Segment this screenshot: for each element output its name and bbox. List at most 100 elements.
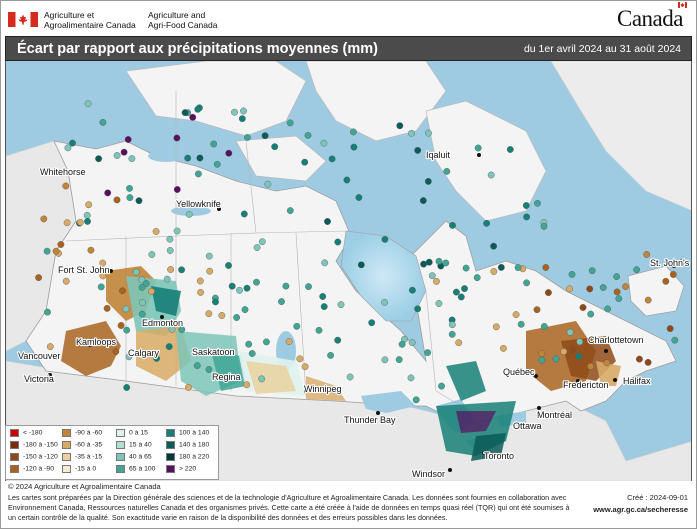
station-dot [286,207,294,215]
station-dot [483,219,490,227]
station-dot [113,196,121,204]
map-area: Iqaluit Whitehorse Yellowknife St. John'… [5,61,692,481]
station-dot [181,109,189,116]
station-dot [138,283,146,291]
station-dot [424,349,431,356]
station-dot [138,310,146,318]
legend-item: -60 à -35 [62,441,102,451]
station-dot [57,241,65,248]
city-edmonton: Edmonton [142,318,183,328]
city-yellowknife: Yellowknife [176,199,221,209]
website-link[interactable]: www.agr.gc.ca/secheresse [593,505,688,514]
station-dot [123,326,131,334]
city-marker-quebec [534,374,538,378]
station-dot [506,146,514,153]
station-dot [327,351,334,359]
legend-swatch [10,465,19,473]
station-dot [343,176,351,184]
station-dot [542,264,550,271]
legend-swatch [62,465,71,473]
station-dot [285,338,293,345]
station-dot [238,115,246,123]
station-dot [492,323,500,331]
station-dot [126,185,133,192]
city-marker-victoria [48,373,52,377]
station-dot [587,362,594,370]
station-dot [435,300,443,307]
station-dot [173,134,181,142]
station-dot [435,257,443,265]
station-dot [46,343,54,350]
station-dot [517,320,525,328]
legend-item: 100 à 140 [166,429,209,439]
station-dot [103,304,111,312]
legend-item: < -180 [10,429,42,439]
station-dot [138,276,146,284]
station-dot [301,363,309,371]
station-dot [533,306,541,314]
station-dot [523,213,530,221]
station-dot [85,201,93,209]
canada-wordmark: Canada [617,6,683,31]
legend-label: -35 à -15 [75,453,103,461]
station-dot [233,314,241,321]
station-dot [301,158,309,166]
station-dot [35,274,42,282]
station-dot [282,282,290,290]
legend-label: > 220 [179,465,197,473]
city-ottawa: Ottawa [513,421,542,431]
station-dot [83,211,91,219]
station-dot [452,288,460,296]
org-name-en: Agriculture and Agri-Food Canada [148,10,217,30]
city-iqaluit: Iqaluit [426,150,451,160]
legend-item: 40 à 65 [116,453,152,463]
city-charlottetown: Charlottetown [588,335,644,345]
title-bar: Écart par rapport aux précipitations moy… [5,36,692,61]
station-dot [148,287,155,295]
station-dot [236,286,243,294]
station-dot [599,284,607,291]
city-kamloops: Kamloops [76,337,117,347]
station-dot [153,354,161,362]
station-dots [35,100,685,404]
station-dot [407,374,415,382]
station-dot [193,362,201,369]
city-saskatoon: Saskatoon [192,347,235,357]
station-dot [569,346,577,353]
header: Agriculture et Agroalimentaire Canada Ag… [0,0,697,36]
great-bear-lake [148,150,184,162]
station-dot [261,132,269,140]
station-dot [278,298,285,306]
legend-label: -60 à -35 [75,441,103,449]
city-marker-fredericton [576,379,580,383]
station-dot [613,288,621,296]
station-dot [194,105,202,113]
station-dot [395,356,403,363]
station-dot [633,266,640,274]
legend-item: -35 à -15 [62,453,102,463]
station-dot [499,344,507,352]
station-dot [225,262,232,269]
station-dot [126,194,134,202]
station-dot [228,282,236,290]
station-dot [178,266,186,274]
station-dot [346,373,354,381]
station-dot [84,100,92,108]
legend-label: -150 à -120 [23,453,58,461]
legend: < -180 -180 à -150 -150 à -120 -120 à -90 -9… [5,425,219,480]
station-dot [449,221,456,229]
city-winnipeg: Winnipeg [304,384,342,394]
canada-flag-icon [8,12,38,27]
legend-item: -150 à -120 [10,453,58,463]
newfoundland-land [627,265,685,317]
legend-item: 140 à 180 [166,441,209,451]
station-dot [210,140,218,148]
station-dot [349,128,357,136]
station-dot [381,235,389,243]
station-dot [63,219,71,227]
station-dot [442,259,450,267]
station-dot [615,295,623,303]
legend-item: 65 à 100 [116,465,155,475]
city-marker-halifax [613,378,617,382]
city-victoria: Victoria [24,374,54,384]
